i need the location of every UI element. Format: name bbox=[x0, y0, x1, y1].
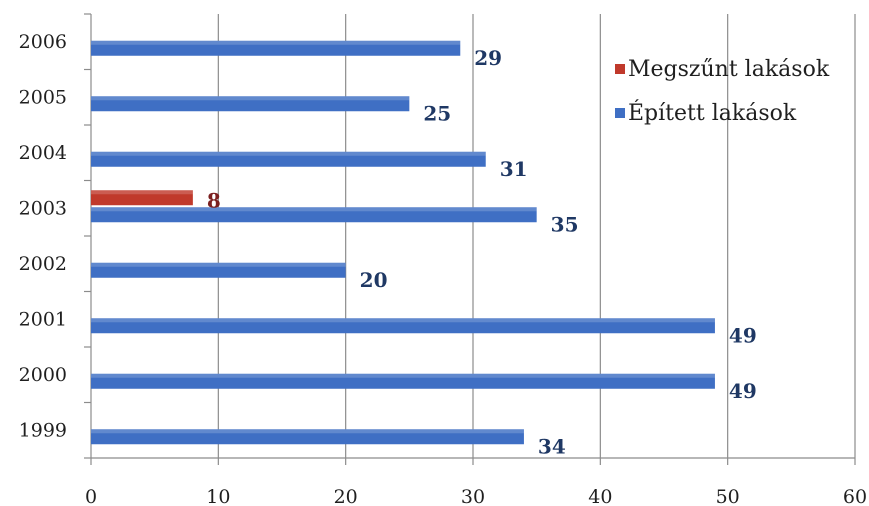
legend-swatch bbox=[615, 64, 625, 74]
bar-epitett-highlight bbox=[91, 207, 537, 212]
bar-epitett-highlight bbox=[91, 151, 486, 156]
bar-epitett bbox=[91, 373, 715, 389]
x-tick-label: 40 bbox=[588, 486, 612, 506]
data-labels: 34 49 49 20 35 8 31 25 29 bbox=[207, 46, 757, 459]
bar-epitett bbox=[91, 262, 346, 278]
x-tick-label: 10 bbox=[206, 486, 230, 506]
x-tick-label: 60 bbox=[843, 486, 867, 506]
legend-label: Megszűnt lakások bbox=[628, 57, 830, 82]
x-tick-label: 50 bbox=[716, 486, 740, 506]
bar-epitett-highlight bbox=[91, 262, 346, 267]
legend: Megszűnt lakások Épített lakások bbox=[615, 57, 830, 126]
data-label-epitett: 49 bbox=[729, 379, 757, 403]
bar-epitett-highlight bbox=[91, 429, 524, 434]
legend-swatch bbox=[615, 108, 625, 118]
bars bbox=[91, 40, 715, 445]
y-category-label: 2003 bbox=[19, 197, 67, 219]
x-tick-label: 20 bbox=[334, 486, 358, 506]
bar-epitett-highlight bbox=[91, 40, 461, 45]
data-label-epitett: 34 bbox=[538, 434, 566, 458]
bar-epitett-highlight bbox=[91, 373, 715, 378]
legend-label: Épített lakások bbox=[628, 99, 797, 126]
bar-epitett-highlight bbox=[91, 318, 715, 323]
y-category-label: 2006 bbox=[19, 31, 67, 53]
bar-epitett bbox=[91, 318, 715, 334]
y-category-label: 2005 bbox=[19, 86, 67, 108]
bar-megszunt-highlight bbox=[91, 190, 193, 195]
bar-epitett bbox=[91, 429, 524, 445]
data-label-epitett: 49 bbox=[729, 323, 757, 347]
bar-epitett-highlight bbox=[91, 96, 410, 101]
y-category-label: 2001 bbox=[19, 308, 67, 330]
data-label-megszunt: 8 bbox=[207, 188, 221, 212]
bar-epitett bbox=[91, 40, 461, 56]
x-tick-label: 0 bbox=[85, 486, 97, 506]
bar-epitett bbox=[91, 207, 537, 223]
data-label-epitett: 31 bbox=[500, 157, 528, 181]
data-label-epitett: 29 bbox=[474, 46, 502, 70]
y-category-label: 1999 bbox=[19, 419, 67, 441]
bar-epitett bbox=[91, 96, 410, 112]
data-label-epitett: 25 bbox=[423, 101, 451, 125]
axes: 0 10 20 30 40 50 60 1999 2000 2001 2002 2003 2004 200… bbox=[19, 13, 867, 506]
y-category-label: 2004 bbox=[19, 142, 67, 164]
y-category-label: 2000 bbox=[19, 364, 67, 386]
data-label-epitett: 35 bbox=[551, 212, 579, 236]
data-label-epitett: 20 bbox=[360, 268, 388, 292]
bar-megszunt bbox=[91, 190, 193, 206]
y-category-label: 2002 bbox=[19, 253, 67, 275]
bar-epitett bbox=[91, 151, 486, 167]
x-tick-label: 30 bbox=[461, 486, 485, 506]
